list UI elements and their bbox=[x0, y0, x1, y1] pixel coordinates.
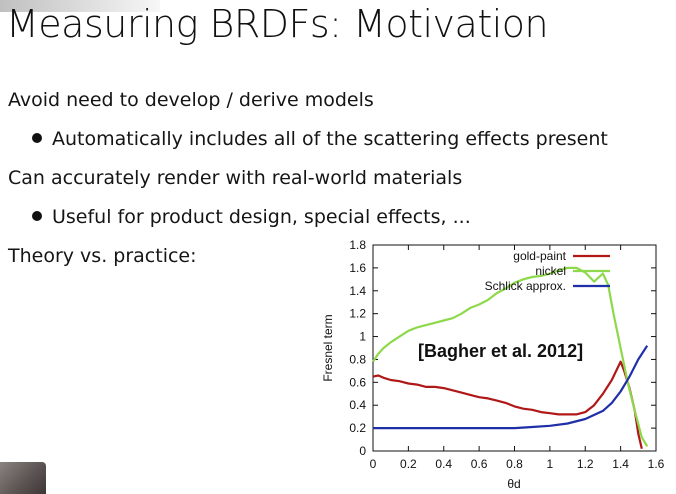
x-tick-label: 1.4 bbox=[612, 457, 629, 471]
body-line-3: Theory vs. practice: bbox=[8, 245, 197, 267]
body-line-1: Avoid need to develop / derive models bbox=[8, 89, 374, 111]
series-line-nickel bbox=[372, 266, 649, 447]
y-tick-label: 0.4 bbox=[349, 398, 366, 412]
y-tick-label: 0.8 bbox=[349, 352, 366, 366]
y-tick-label: 1.4 bbox=[349, 284, 366, 298]
bullet-item-2-text: Useful for product design, special effec… bbox=[52, 206, 471, 228]
legend-label-gold-paint: gold-paint bbox=[513, 249, 566, 263]
x-tick-label: 0.4 bbox=[435, 457, 452, 471]
x-tick-label: 0.8 bbox=[506, 457, 523, 471]
series-line-gold-paint bbox=[372, 360, 643, 449]
top-overlay-bar bbox=[0, 0, 160, 12]
bullet-icon bbox=[32, 132, 42, 143]
y-tick-label: 1.8 bbox=[349, 238, 366, 252]
x-tick-label: 1 bbox=[547, 457, 554, 471]
x-axis-ticks: 0 0.2 0.4 0.6 0.8 1 1.2 1.4 1.6 bbox=[370, 245, 665, 471]
x-axis-label: θd bbox=[507, 477, 520, 491]
x-tick-label: 1.6 bbox=[648, 457, 665, 471]
y-axis-label: Fresnel term bbox=[321, 314, 335, 381]
fresnel-chart-svg: 0 0.2 0.4 0.6 0.8 1 1.2 1.4 1.6 1.8 0 0.2 0.4 0.6 0.8… bbox=[321, 238, 665, 491]
y-tick-label: 1.2 bbox=[349, 307, 366, 321]
y-tick-label: 1 bbox=[359, 330, 366, 344]
series-lines bbox=[372, 266, 649, 449]
webcam-thumbnail bbox=[0, 462, 46, 494]
bullet-item-2: Useful for product design, special effec… bbox=[32, 206, 471, 228]
fresnel-chart: 0 0.2 0.4 0.6 0.8 1 1.2 1.4 1.6 1.8 0 0.2 0.4 0.6 0.8… bbox=[318, 236, 676, 494]
bullet-item-1: Automatically includes all of the scatte… bbox=[32, 128, 608, 150]
series-line-schlick-approx bbox=[373, 345, 649, 430]
body-line-2: Can accurately render with real-world ma… bbox=[8, 167, 463, 189]
y-tick-label: 0 bbox=[359, 444, 366, 458]
bullet-item-1-text: Automatically includes all of the scatte… bbox=[52, 128, 608, 150]
y-tick-label: 0.2 bbox=[349, 421, 366, 435]
y-axis-ticks: 0 0.2 0.4 0.6 0.8 1 1.2 1.4 1.6 1.8 bbox=[349, 238, 656, 458]
legend-label-nickel: nickel bbox=[535, 264, 566, 278]
plot-frame bbox=[372, 244, 657, 452]
x-tick-label: 0.6 bbox=[471, 457, 488, 471]
citation-annotation: [Bagher et al. 2012] bbox=[418, 341, 583, 361]
x-tick-label: 1.2 bbox=[577, 457, 594, 471]
legend-label-schlick-approx: Schlick approx. bbox=[485, 279, 566, 293]
x-tick-label: 0.2 bbox=[400, 457, 417, 471]
bullet-icon bbox=[32, 210, 42, 221]
x-tick-label: 0 bbox=[370, 457, 377, 471]
slide-title: Measuring BRDFs: Motivation bbox=[6, 2, 549, 46]
y-tick-label: 0.6 bbox=[349, 375, 366, 389]
y-tick-label: 1.6 bbox=[349, 261, 366, 275]
